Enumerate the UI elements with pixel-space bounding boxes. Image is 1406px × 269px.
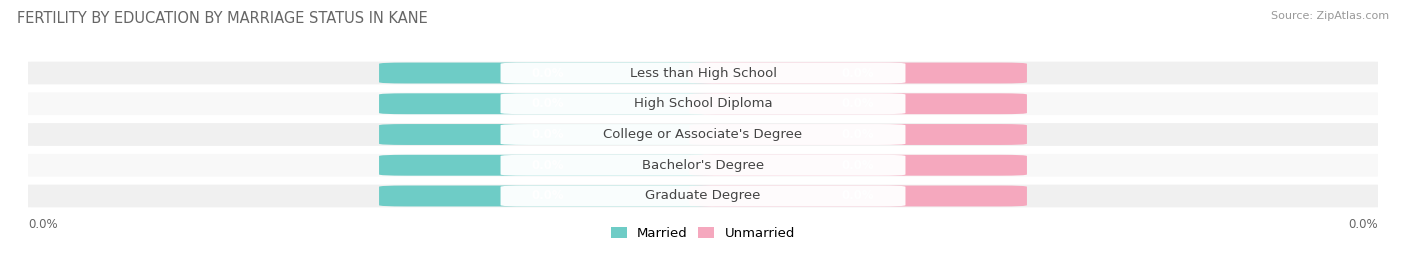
- FancyBboxPatch shape: [689, 186, 1026, 206]
- Text: 0.0%: 0.0%: [531, 159, 564, 172]
- Text: FERTILITY BY EDUCATION BY MARRIAGE STATUS IN KANE: FERTILITY BY EDUCATION BY MARRIAGE STATU…: [17, 11, 427, 26]
- Text: 0.0%: 0.0%: [842, 97, 875, 110]
- Text: High School Diploma: High School Diploma: [634, 97, 772, 110]
- Text: 0.0%: 0.0%: [531, 189, 564, 203]
- FancyBboxPatch shape: [21, 123, 1385, 146]
- FancyBboxPatch shape: [21, 92, 1385, 115]
- FancyBboxPatch shape: [380, 93, 717, 114]
- FancyBboxPatch shape: [689, 155, 1026, 176]
- Text: Bachelor's Degree: Bachelor's Degree: [643, 159, 763, 172]
- Text: 0.0%: 0.0%: [531, 97, 564, 110]
- FancyBboxPatch shape: [380, 63, 717, 83]
- FancyBboxPatch shape: [21, 62, 1385, 84]
- FancyBboxPatch shape: [21, 185, 1385, 207]
- FancyBboxPatch shape: [689, 93, 1026, 114]
- Text: 0.0%: 0.0%: [842, 128, 875, 141]
- Text: 0.0%: 0.0%: [842, 159, 875, 172]
- FancyBboxPatch shape: [501, 63, 905, 83]
- Text: Less than High School: Less than High School: [630, 66, 776, 80]
- FancyBboxPatch shape: [380, 155, 717, 176]
- FancyBboxPatch shape: [501, 186, 905, 206]
- Text: Source: ZipAtlas.com: Source: ZipAtlas.com: [1271, 11, 1389, 21]
- FancyBboxPatch shape: [21, 154, 1385, 177]
- FancyBboxPatch shape: [501, 93, 905, 114]
- Text: 0.0%: 0.0%: [842, 66, 875, 80]
- Text: 0.0%: 0.0%: [842, 189, 875, 203]
- Text: 0.0%: 0.0%: [531, 66, 564, 80]
- FancyBboxPatch shape: [501, 124, 905, 145]
- Legend: Married, Unmarried: Married, Unmarried: [606, 221, 800, 245]
- Text: College or Associate's Degree: College or Associate's Degree: [603, 128, 803, 141]
- FancyBboxPatch shape: [380, 186, 717, 206]
- FancyBboxPatch shape: [689, 124, 1026, 145]
- FancyBboxPatch shape: [501, 155, 905, 176]
- Text: 0.0%: 0.0%: [531, 128, 564, 141]
- FancyBboxPatch shape: [380, 124, 717, 145]
- Text: Graduate Degree: Graduate Degree: [645, 189, 761, 203]
- Text: 0.0%: 0.0%: [28, 218, 58, 231]
- FancyBboxPatch shape: [689, 63, 1026, 83]
- Text: 0.0%: 0.0%: [1348, 218, 1378, 231]
